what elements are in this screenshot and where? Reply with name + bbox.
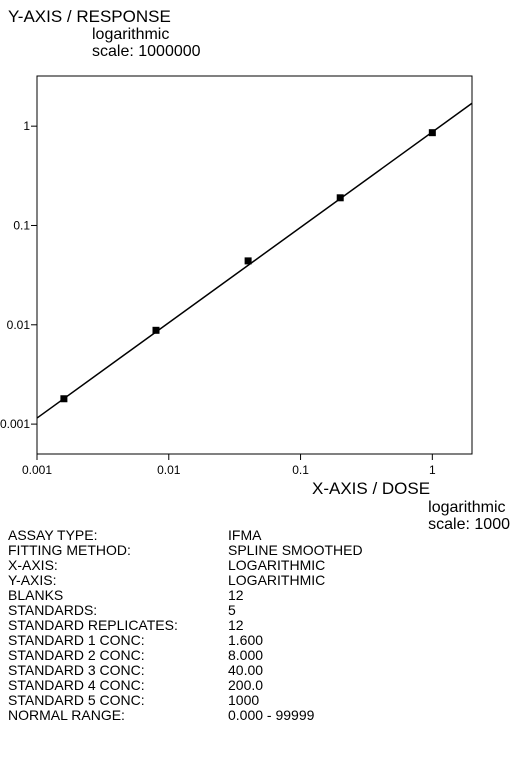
assay-info-value: IFMA <box>228 527 262 543</box>
data-point <box>336 194 344 202</box>
assay-info-label: STANDARD 5 CONC: <box>8 692 145 708</box>
x-tick-label: 1 <box>429 463 436 477</box>
assay-info-label: STANDARD REPLICATES: <box>8 617 178 633</box>
assay-info-label: STANDARDS: <box>8 602 98 618</box>
x-axis-scale-note: logarithmic scale: 1000 <box>428 499 510 533</box>
data-point <box>152 326 160 334</box>
y-axis-title: Y-AXIS / RESPONSE <box>8 7 171 26</box>
data-point <box>60 395 68 403</box>
x-axis-ticks: 0.001 0.01 0.1 1 <box>22 454 436 477</box>
chart-plot: 0.001 0.01 0.1 1 0.001 0.01 0.1 1 <box>0 75 473 477</box>
assay-info-label: X-AXIS: <box>8 557 58 573</box>
assay-info-label: Y-AXIS: <box>8 572 57 588</box>
x-axis-scale-line: logarithmic <box>428 499 506 516</box>
x-axis-title: X-AXIS / DOSE <box>312 479 431 498</box>
x-tick-label: 0.001 <box>22 463 52 477</box>
x-tick-label: 0.01 <box>157 463 181 477</box>
assay-info-value: 12 <box>228 617 244 633</box>
assay-info-value: 5 <box>228 602 236 618</box>
assay-info-value: 1000 <box>228 692 260 708</box>
assay-info-label: STANDARD 1 CONC: <box>8 632 145 648</box>
assay-info-label: STANDARD 2 CONC: <box>8 647 145 663</box>
fit-curve-layer <box>36 102 473 419</box>
assay-info-label: ASSAY TYPE: <box>8 527 98 543</box>
assay-info-value: 40.00 <box>228 662 264 678</box>
assay-info-value: 0.000 - 99999 <box>228 707 315 723</box>
data-point <box>428 129 436 137</box>
assay-info-label: STANDARD 4 CONC: <box>8 677 145 693</box>
y-tick-label: 0.001 <box>0 417 30 431</box>
x-tick-label: 0.1 <box>292 463 309 477</box>
x-axis-scale-line: scale: 1000 <box>428 516 510 533</box>
assay-info-value: 12 <box>228 587 244 603</box>
assay-info-label: BLANKS <box>8 587 64 603</box>
y-axis-scale-note: logarithmic scale: 1000000 <box>92 26 201 60</box>
assay-info-label: FITTING METHOD: <box>8 542 131 558</box>
assay-info-label: STANDARD 3 CONC: <box>8 662 145 678</box>
y-tick-label: 1 <box>23 119 30 133</box>
plot-frame <box>36 75 473 455</box>
assay-info-value: LOGARITHMIC <box>228 557 326 573</box>
assay-info-label: NORMAL RANGE: <box>8 707 125 723</box>
assay-info-value: 200.0 <box>228 677 264 693</box>
assay-info-value: 1.600 <box>228 632 264 648</box>
y-axis-ticks: 0.001 0.01 0.1 1 <box>0 119 37 431</box>
y-axis-scale-line: logarithmic <box>92 26 170 43</box>
y-tick-label: 0.1 <box>13 218 30 232</box>
assay-info-value: SPLINE SMOOTHED <box>228 542 363 558</box>
data-point <box>244 257 252 265</box>
fit-line <box>36 102 473 419</box>
data-points-layer <box>60 129 436 403</box>
assay-info-value: LOGARITHMIC <box>228 572 326 588</box>
y-axis-scale-line: scale: 1000000 <box>92 43 201 60</box>
y-tick-label: 0.01 <box>7 318 31 332</box>
assay-info-value: 8.000 <box>228 647 264 663</box>
